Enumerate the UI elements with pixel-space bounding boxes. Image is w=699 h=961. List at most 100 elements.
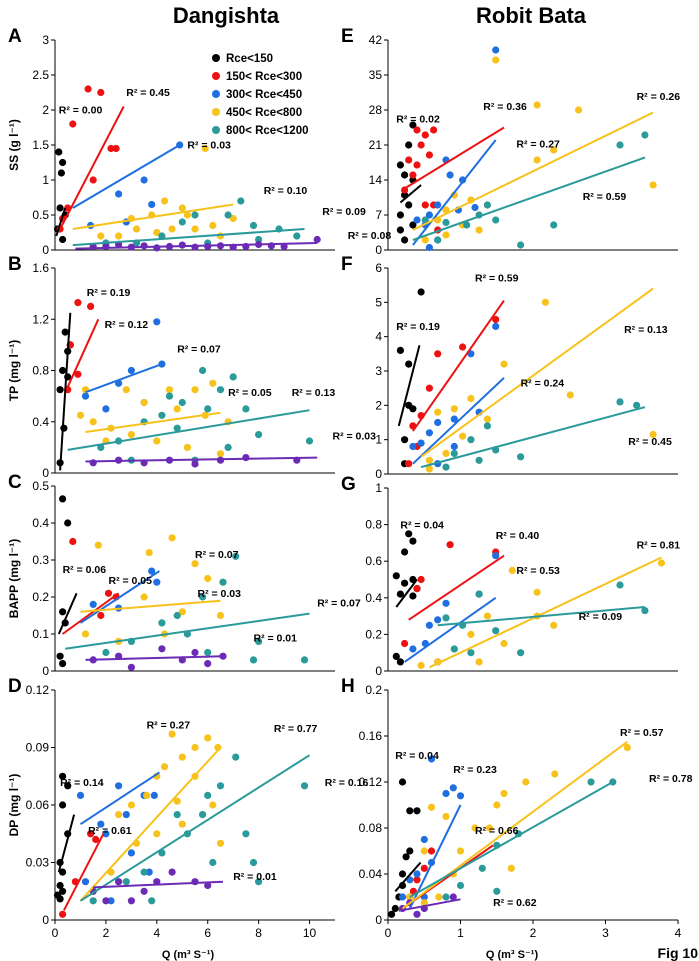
y-tick-label: 35: [369, 68, 383, 82]
data-point: [517, 453, 525, 461]
data-point: [107, 897, 115, 905]
y-tick-label: 3: [42, 33, 49, 47]
trend-line: [65, 318, 100, 391]
panel-letter: A: [8, 26, 22, 47]
data-point: [209, 221, 217, 230]
r-squared-label: R² = 0.02: [396, 114, 440, 126]
data-point: [59, 772, 67, 780]
data-point: [76, 411, 85, 419]
data-point: [127, 431, 135, 439]
data-point: [507, 864, 515, 872]
data-point: [122, 878, 130, 886]
trend-line: [72, 203, 234, 230]
legend-marker: [212, 72, 220, 80]
data-point: [442, 231, 450, 239]
trend-line: [80, 599, 221, 613]
data-point: [127, 801, 135, 809]
data-point: [657, 559, 666, 567]
data-point: [434, 418, 442, 427]
trend-line: [412, 111, 654, 231]
data-point: [145, 549, 153, 557]
r-squared-label: R² = 0.04: [395, 750, 439, 762]
data-point: [401, 639, 409, 648]
data-point: [401, 579, 409, 587]
data-point: [199, 811, 207, 819]
trend-line: [412, 156, 646, 241]
r-squared-label: R² = 0.81: [637, 539, 681, 551]
data-point: [178, 218, 186, 226]
data-point: [132, 225, 141, 233]
data-point: [104, 589, 113, 597]
r-squared-label: R² = 0.07: [195, 549, 239, 561]
data-point: [178, 753, 186, 761]
data-point: [89, 176, 97, 184]
data-point: [178, 398, 186, 407]
r-squared-label: R² = 0.13: [292, 387, 336, 399]
data-point: [449, 893, 457, 901]
data-point: [522, 778, 530, 786]
y-tick-label: 42: [369, 33, 383, 47]
data-point: [69, 537, 77, 546]
data-point: [242, 405, 250, 413]
data-point: [153, 244, 161, 252]
data-point: [140, 398, 148, 407]
y-tick-label: 0: [42, 913, 49, 927]
data-point: [425, 151, 433, 159]
r-squared-label: R² = 0.03: [333, 431, 377, 443]
data-point: [89, 418, 97, 426]
data-point: [148, 897, 156, 905]
data-point: [409, 121, 417, 129]
data-point: [165, 386, 174, 394]
data-point: [232, 753, 240, 761]
data-point: [229, 214, 237, 223]
data-point: [623, 743, 631, 752]
legend-item: 300< Rce<450: [212, 89, 302, 101]
r-squared-label: R² = 0.08: [348, 230, 392, 242]
data-point: [616, 398, 624, 406]
data-point: [456, 792, 465, 800]
data-point: [165, 392, 174, 400]
data-point: [89, 897, 97, 905]
data-point: [59, 608, 67, 616]
data-point: [199, 366, 207, 375]
data-point: [153, 228, 161, 237]
data-point: [459, 432, 467, 440]
r-squared-label: R² = 0.53: [516, 565, 560, 577]
data-point: [216, 386, 225, 394]
data-point: [492, 322, 500, 330]
data-point: [421, 216, 429, 224]
x-tick-label: 0: [385, 926, 392, 940]
y-tick-label: 0: [375, 243, 382, 257]
data-point: [425, 621, 433, 629]
y-tick-label: 14: [369, 173, 383, 187]
column-title-right: Robit Bata: [476, 3, 587, 28]
r-squared-label: R² = 0.16: [325, 777, 369, 789]
data-point: [87, 830, 95, 838]
data-point: [209, 858, 217, 867]
y-tick-label: 0.06: [26, 798, 50, 812]
y-tick-label: 0.09: [26, 741, 50, 755]
y-axis-label: DP (mg l⁻¹): [7, 774, 21, 837]
x-tick-label: 2: [103, 926, 110, 940]
data-point: [168, 730, 176, 738]
data-point: [122, 811, 130, 819]
data-point: [493, 801, 501, 809]
data-point: [405, 141, 413, 149]
y-tick-label: 2: [375, 398, 382, 412]
x-axis-label-right: Q (m³ S⁻¹): [486, 949, 539, 961]
panel-letter: G: [341, 474, 356, 495]
data-point: [199, 593, 207, 601]
data-point: [224, 443, 232, 451]
data-point: [89, 600, 97, 609]
trend-line: [405, 126, 505, 189]
data-point: [420, 847, 428, 855]
trend-line: [412, 139, 497, 246]
data-point: [508, 566, 516, 575]
data-point: [417, 439, 425, 447]
data-point: [427, 847, 436, 855]
data-point: [533, 588, 541, 596]
data-point: [413, 870, 421, 878]
data-point: [492, 627, 500, 635]
data-point: [641, 131, 649, 139]
data-point: [204, 660, 212, 668]
